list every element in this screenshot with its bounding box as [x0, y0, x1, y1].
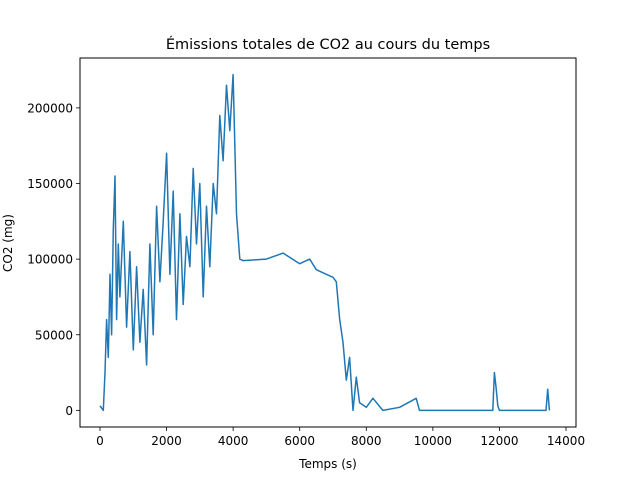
y-axis-label: CO2 (mg) [1, 214, 15, 272]
x-tick-label: 6000 [284, 434, 315, 448]
x-tick-label: 4000 [218, 434, 249, 448]
x-tick-label: 2000 [151, 434, 182, 448]
x-tick-label: 8000 [351, 434, 382, 448]
y-tick-label: 200000 [27, 101, 73, 115]
data-layer [99, 73, 551, 412]
x-tick-label: 14000 [547, 434, 585, 448]
y-axis-ticks: 0 50000 100000 150000 200000 [27, 101, 80, 418]
x-tick-label: 10000 [414, 434, 452, 448]
x-tick-label: 0 [96, 434, 104, 448]
y-tick-label: 150000 [27, 177, 73, 191]
plot-frame [79, 57, 577, 428]
series-line-0 [99, 73, 551, 412]
y-tick-label: 0 [65, 404, 73, 418]
chart-title: Émissions totales de CO2 au cours du tem… [166, 36, 490, 53]
x-axis-label: Temps (s) [298, 457, 357, 471]
y-tick-label: 100000 [27, 253, 73, 267]
x-tick-label: 12000 [480, 434, 518, 448]
x-axis-ticks: 0 2000 4000 6000 8000 10000 12000 14000 [96, 427, 585, 448]
y-tick-label: 50000 [35, 328, 73, 342]
